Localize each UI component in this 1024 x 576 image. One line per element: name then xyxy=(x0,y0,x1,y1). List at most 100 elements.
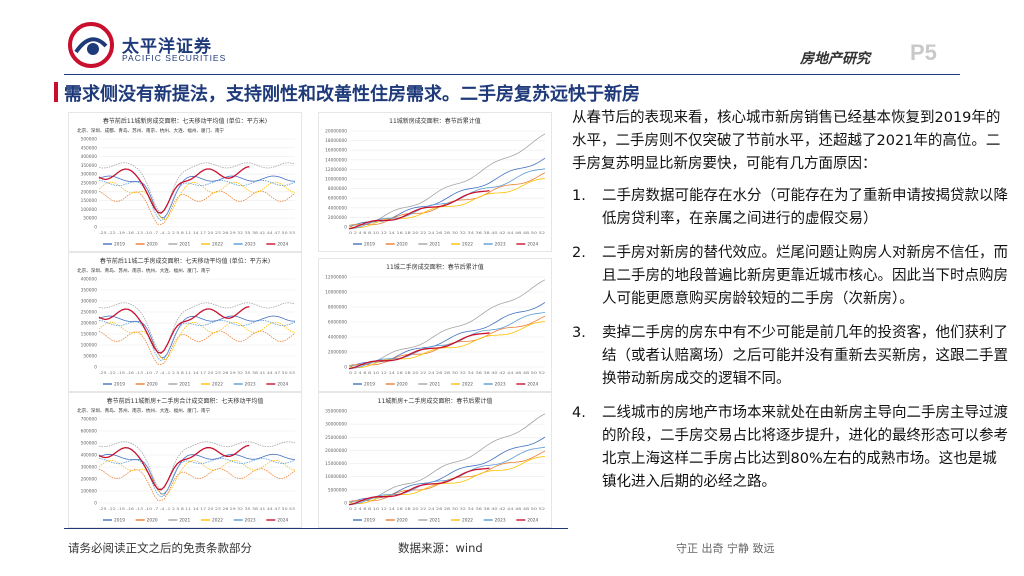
item-text: 二手房数据可能存在水分（可能存在为了重新申请按揭贷款以降低房贷利率，在亲属之间进… xyxy=(602,188,1008,227)
logo-emblem-icon xyxy=(68,22,114,68)
series-line-2024 xyxy=(348,189,490,230)
y-tick-label: 0 xyxy=(344,365,347,371)
y-tick-label: 0 xyxy=(344,225,347,231)
list-item: 1. 二手房数据可能存在水分（可能存在为了重新申请按揭贷款以降低房贷利率，在亲属之… xyxy=(572,185,1008,231)
series-line-2023 xyxy=(349,168,546,229)
series-line-2022 xyxy=(98,459,296,497)
y-tick-label: 6000000 xyxy=(328,196,347,202)
legend-label: 2023 xyxy=(245,242,256,248)
logo-name-en: PACIFIC SECURITIES xyxy=(122,53,227,63)
intro-paragraph: 从春节后的表现来看，核心城市新房销售已经基本恢复到2019年的水平，二手房则不仅… xyxy=(572,110,1001,172)
y-tick-label: 100000 xyxy=(81,343,98,349)
y-tick-label: 4000000 xyxy=(328,205,347,211)
y-tick-label: 18000000 xyxy=(325,138,347,144)
data-source: 数据来源：wind xyxy=(398,541,483,555)
y-tick-label: 200000 xyxy=(81,477,98,483)
footer-disclaimer: 请务必阅读正文之后的免责条款部分 xyxy=(68,541,252,555)
y-tick-label: 300000 xyxy=(81,172,98,178)
legend-label: 2022 xyxy=(212,382,223,388)
series-line-2021 xyxy=(348,279,546,366)
legend-label: 2019 xyxy=(114,382,125,388)
legend-label: 2020 xyxy=(147,382,158,388)
y-tick-label: 12000000 xyxy=(325,167,347,173)
y-tick-label: 100000 xyxy=(81,489,98,495)
legend-label: 2024 xyxy=(277,518,288,524)
y-tick-label: 10000000 xyxy=(325,177,347,183)
chart-svg: 11城二手房成交面积：春节后累计值 12000000 10000000 8000000… xyxy=(325,263,546,388)
y-tick-label: 200000 xyxy=(81,321,98,327)
chart-svg: 春节前后11城新房+二手房合计成交面积：七天移动平均值北京、深圳、青岛、苏州、南… xyxy=(77,397,296,524)
chart-new-home-7day: 春节前后11城新房成交面积：七天移动平均值 (单位：平方米) 北京、深圳、成都、青… xyxy=(68,112,302,252)
y-tick-label: 500000 xyxy=(81,137,98,143)
legend-label: 2021 xyxy=(429,242,440,248)
y-tick-label: 35000000 xyxy=(325,409,347,415)
y-tick-label: 8000000 xyxy=(328,305,347,311)
y-tick-label: 500000 xyxy=(81,441,98,447)
legend-label: 2020 xyxy=(397,242,408,248)
y-tick-label: 25000000 xyxy=(325,435,347,441)
item-text: 卖掉二手房的房东中有不少可能是前几年的投资客，他们获利了结（或者认赔离场）之后可… xyxy=(602,325,1008,387)
legend-label: 2022 xyxy=(462,382,473,388)
y-tick-label: 450000 xyxy=(81,145,98,151)
page-number: P5 xyxy=(910,40,937,65)
x-tick-labels: -25 -22 -19 -16 -13 -10 -7 -4 -1 2 5 8 1… xyxy=(99,370,296,375)
y-tick-label: 30000000 xyxy=(325,422,347,428)
legend-label: 2024 xyxy=(527,518,538,524)
legend-label: 2022 xyxy=(462,518,473,524)
y-tick-label: 250000 xyxy=(81,181,98,187)
legend-label: 2023 xyxy=(495,382,506,388)
legend-label: 2019 xyxy=(364,382,375,388)
y-tick-label: 0 xyxy=(94,365,97,371)
legend-label: 2020 xyxy=(147,518,158,524)
legend-label: 2023 xyxy=(245,382,256,388)
chart-title: 春节前后11城新房成交面积：七天移动平均值 (单位：平方米) xyxy=(103,117,267,125)
y-tick-label: 15000000 xyxy=(325,461,347,467)
series-line-2019 xyxy=(348,436,546,504)
x-tick-labels: -25 -22 -19 -16 -13 -10 -7 -4 -1 2 5 8 1… xyxy=(99,230,296,235)
chart-second-hand-cumulative: 11城二手房成交面积：春节后累计值 12000000 10000000 8000000… xyxy=(318,258,552,392)
series-line-2021 xyxy=(98,302,296,353)
series-line-2024 xyxy=(98,444,250,491)
y-tick-label: 0 xyxy=(94,225,97,231)
item-number: 3. xyxy=(572,325,586,341)
legend-label: 2023 xyxy=(245,518,256,524)
chart-title: 11城二手房成交面积：春节后累计值 xyxy=(386,263,484,271)
series-line-2024 xyxy=(98,305,250,354)
y-tick-label: 2000000 xyxy=(328,215,347,221)
legend-label: 2023 xyxy=(495,242,506,248)
series-line-2019 xyxy=(98,175,296,218)
y-tick-label: 20000000 xyxy=(325,129,347,135)
footer-divider xyxy=(64,528,568,529)
y-tick-label: 8000000 xyxy=(328,186,347,192)
series-line-2019 xyxy=(348,302,546,368)
legend-label: 2019 xyxy=(114,242,125,248)
chart-title: 春节前后11城二手房成交面积：七天移动平均值 (单位：平方米) xyxy=(100,257,270,265)
chart-total-cumulative: 11城新房+二手房成交面积：春节后累计值 35000000 30000000 2500… xyxy=(318,392,552,528)
y-tick-label: 12000000 xyxy=(325,275,347,281)
y-tick-label: 10000000 xyxy=(325,290,347,296)
series-line-2021 xyxy=(348,133,546,226)
body-text: 从春节后的表现来看，核心城市新房销售已经基本恢复到2019年的水平，二手房则不仅… xyxy=(572,107,1008,505)
legend-label: 2020 xyxy=(147,242,158,248)
legend-label: 2022 xyxy=(212,242,223,248)
y-tick-label: 150000 xyxy=(81,332,98,338)
logo-name-cn: 太平洋证券 xyxy=(122,37,212,57)
chart-svg: 11城新房成交面积：春节后累计值200000001800000016000000… xyxy=(325,117,546,248)
y-tick-label: 300000 xyxy=(81,465,98,471)
page-title: 需求侧没有新提法，支持刚性和改善性住房需求。二手房复苏远快于新房 xyxy=(64,84,640,105)
legend-label: 2024 xyxy=(527,242,538,248)
chart-subtitle: 北京、深圳、青岛、苏州、南京、杭州、大连、福州、厦门、南宁 xyxy=(77,267,211,274)
y-tick-label: 16000000 xyxy=(325,148,347,154)
item-number: 2. xyxy=(572,245,586,261)
series-line-2020 xyxy=(98,330,296,365)
y-tick-label: 10000000 xyxy=(325,474,347,480)
y-tick-label: 50000 xyxy=(83,354,97,360)
y-tick-label: 200000 xyxy=(81,189,98,195)
series-line-2024 xyxy=(348,467,490,506)
series-line-2019 xyxy=(98,315,296,358)
chart-svg: 春节前后11城二手房成交面积：七天移动平均值 (单位：平方米) 北京、深圳、青岛、… xyxy=(77,257,296,388)
y-tick-label: 250000 xyxy=(81,310,98,316)
chart-total-7day: 春节前后11城新房+二手房合计成交面积：七天移动平均值 北京、深圳、青岛、苏州、南… xyxy=(68,392,302,528)
section-label: 房地产研究 xyxy=(800,51,870,67)
y-tick-label: 350000 xyxy=(81,163,98,169)
